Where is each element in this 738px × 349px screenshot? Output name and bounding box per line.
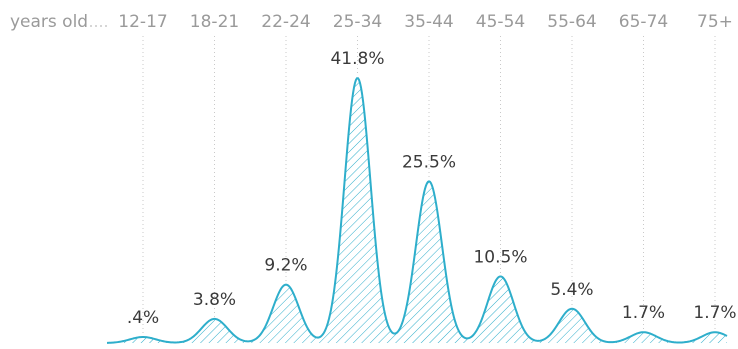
category-labels: 12-17 18-21 22-24 25-34 35-44 45-54 55-64 65-74… [118, 12, 733, 32]
category-label: 12-17 [118, 12, 167, 32]
value-label: .4% [127, 308, 159, 328]
value-label: 1.7% [622, 303, 665, 323]
value-label: 10.5% [473, 247, 527, 267]
category-label: 18-21 [190, 12, 239, 32]
value-label: 9.2% [264, 256, 307, 276]
value-label: 5.4% [550, 280, 593, 300]
leader-dot [105, 25, 107, 27]
category-label: 35-44 [404, 12, 453, 32]
distribution-area [107, 78, 727, 343]
distribution-curve [106, 77, 728, 344]
value-label: 25.5% [402, 152, 456, 172]
leader-dot [100, 25, 102, 27]
axis-prefix-label: years old [10, 12, 88, 32]
category-label: 75+ [697, 12, 733, 32]
axis-prefix-leader-dots [90, 25, 107, 27]
value-label: 3.8% [193, 290, 236, 310]
category-label: 25-34 [333, 12, 382, 32]
leader-dot [95, 25, 97, 27]
category-label: 22-24 [261, 12, 310, 32]
category-label: 65-74 [619, 12, 668, 32]
value-label: 1.7% [693, 303, 736, 323]
category-label: 55-64 [547, 12, 596, 32]
category-guide-lines [142, 36, 716, 335]
category-label: 45-54 [476, 12, 525, 32]
leader-dot [90, 25, 92, 27]
value-labels: .4% 3.8% 9.2% 41.8% 25.5% 10.5% 5.4% 1.7% 1.7% [127, 49, 737, 328]
value-label: 41.8% [330, 49, 384, 69]
